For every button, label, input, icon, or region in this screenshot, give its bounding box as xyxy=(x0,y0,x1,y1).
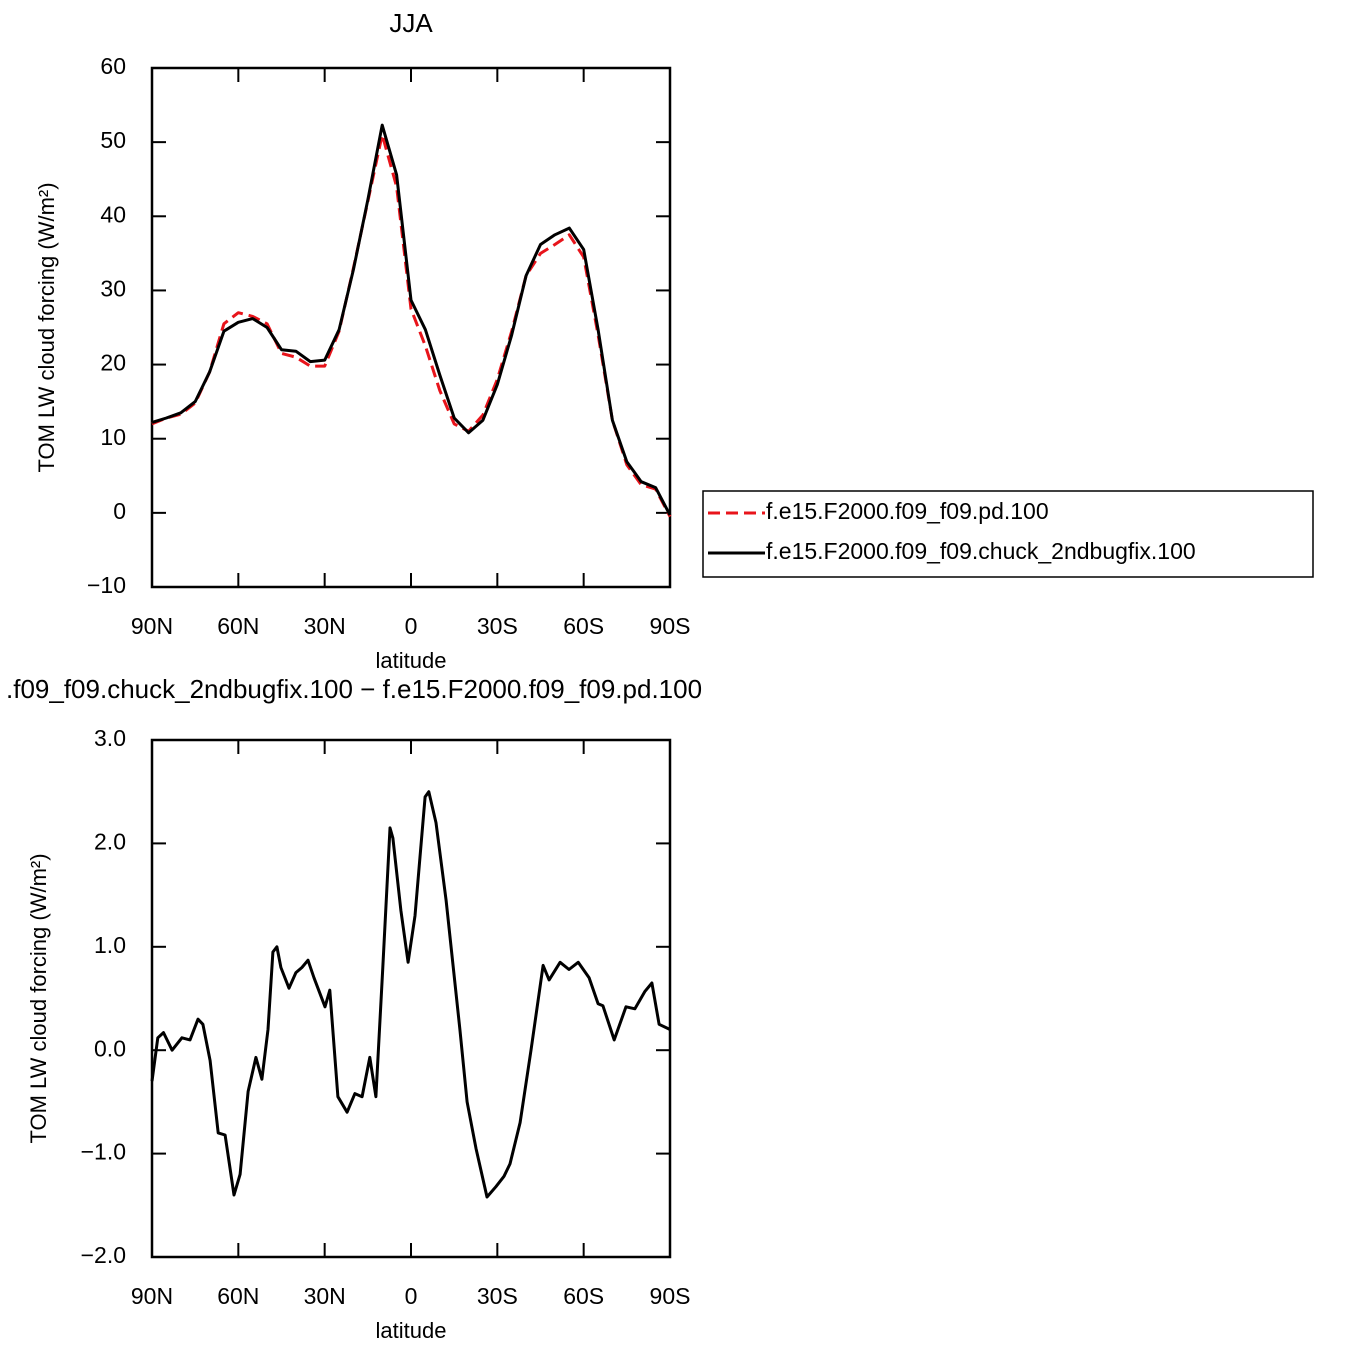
chart-title: JJA xyxy=(389,8,433,38)
chart-title: .f09_f09.chuck_2ndbugfix.100 − f.e15.F20… xyxy=(6,674,702,704)
x-tick-label: 30N xyxy=(304,613,346,639)
y-tick-label: −2.0 xyxy=(81,1242,126,1268)
y-tick-label: −10 xyxy=(87,572,126,598)
plot-frame xyxy=(150,738,672,1259)
legend-box xyxy=(702,490,1314,578)
x-tick-label: 30S xyxy=(477,613,518,639)
y-tick-label: 1.0 xyxy=(94,932,126,958)
series-line xyxy=(150,790,671,1199)
x-tick-label: 90N xyxy=(131,1283,173,1309)
series-line xyxy=(151,123,672,516)
series-line xyxy=(151,133,672,518)
y-axis-label: TOM LW cloud forcing (W/m²) xyxy=(26,853,51,1143)
y-tick-label: 50 xyxy=(100,127,126,153)
x-tick-label: 60N xyxy=(217,1283,259,1309)
y-axis-label: TOM LW cloud forcing (W/m²) xyxy=(34,182,59,472)
x-tick-label: 90S xyxy=(650,1283,691,1309)
y-tick-label: 20 xyxy=(100,350,126,376)
legend-label: f.e15.F2000.f09_f09.chuck_2ndbugfix.100 xyxy=(766,538,1196,564)
x-tick-label: 30S xyxy=(477,1283,518,1309)
x-tick-label: 0 xyxy=(405,613,418,639)
y-tick-label: 0 xyxy=(113,498,126,524)
y-tick-label: 60 xyxy=(100,53,126,79)
y-tick-label: 0.0 xyxy=(94,1035,126,1061)
y-tick-label: 10 xyxy=(100,424,126,450)
x-tick-label: 60S xyxy=(563,1283,604,1309)
x-axis-label: latitude xyxy=(376,1318,447,1343)
x-tick-label: 90N xyxy=(131,613,173,639)
x-tick-label: 30N xyxy=(304,1283,346,1309)
x-tick-label: 60N xyxy=(217,613,259,639)
y-tick-label: 3.0 xyxy=(94,725,126,751)
legend-label: f.e15.F2000.f09_f09.pd.100 xyxy=(766,498,1049,524)
y-tick-label: 30 xyxy=(100,276,126,302)
x-tick-label: 90S xyxy=(650,613,691,639)
x-axis-label: latitude xyxy=(376,648,447,673)
x-tick-label: 0 xyxy=(405,1283,418,1309)
x-tick-label: 60S xyxy=(563,613,604,639)
y-tick-label: −1.0 xyxy=(81,1139,126,1165)
y-tick-label: 40 xyxy=(100,201,126,227)
y-tick-label: 2.0 xyxy=(94,828,126,854)
